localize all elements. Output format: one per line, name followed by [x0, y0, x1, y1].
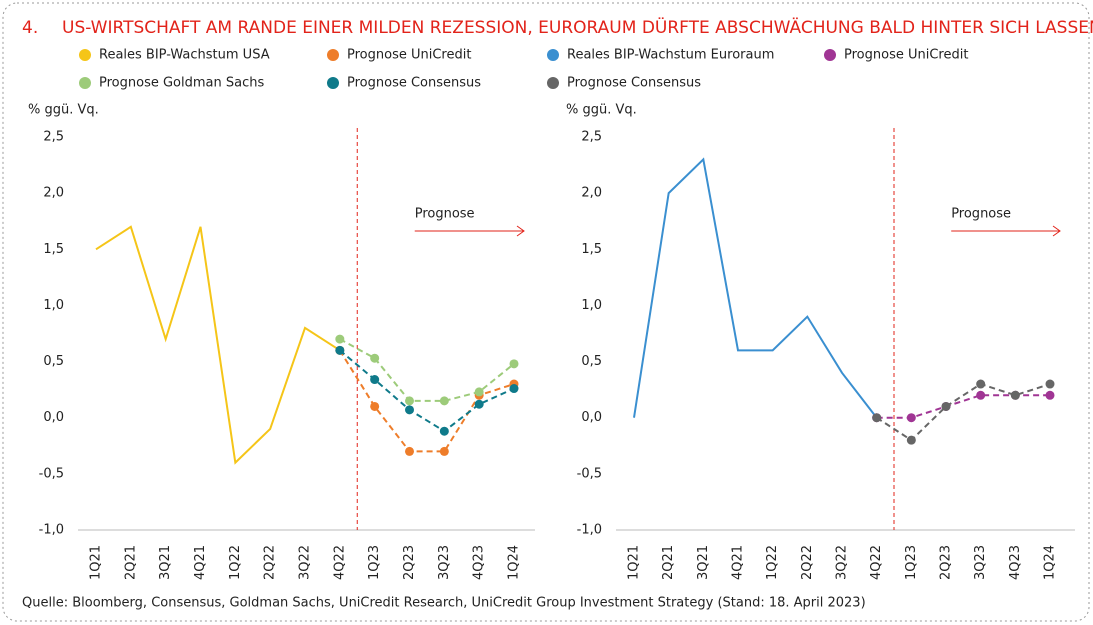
x-tick-label: 2Q22: [800, 545, 815, 580]
series-line: [633, 157, 878, 419]
legend-label: Prognose UniCredit: [347, 48, 471, 63]
legend-label: Reales BIP-Wachstum USA: [99, 48, 270, 63]
y-tick-label: 2,0: [581, 186, 602, 201]
x-tick-label: 3Q21: [158, 545, 173, 580]
legend-marker: [547, 49, 559, 61]
y-tick-label: 1,5: [581, 242, 602, 257]
y-tick-label: -0,5: [39, 466, 64, 481]
x-tick-label: 3Q23: [973, 545, 988, 580]
data-point: [509, 384, 519, 394]
series-line: [95, 225, 341, 465]
data-point: [1045, 390, 1055, 400]
x-tick-label: 4Q22: [869, 545, 884, 580]
data-point: [370, 353, 380, 363]
y-tick-label: 0,0: [43, 410, 64, 425]
x-tick-label: 2Q23: [402, 545, 417, 580]
series-line: [339, 349, 515, 433]
data-point: [439, 446, 449, 456]
x-tick-label: 2Q22: [263, 545, 278, 580]
x-tick-label: 2Q21: [661, 545, 676, 580]
data-point: [1045, 379, 1055, 389]
legend-marker: [824, 49, 836, 61]
data-point: [906, 413, 916, 423]
data-point: [335, 345, 345, 355]
annotation: Prognose: [415, 207, 475, 222]
legend-label: Reales BIP-Wachstum Euroraum: [567, 48, 774, 63]
legend-marker: [547, 77, 559, 89]
source: Quelle: Bloomberg, Consensus, Goldman Sa…: [22, 596, 866, 611]
x-tick-label: 1Q23: [367, 545, 382, 580]
x-tick-label: 4Q21: [193, 545, 208, 580]
data-point: [439, 396, 449, 406]
legend-label: Prognose Goldman Sachs: [99, 76, 264, 91]
x-tick-label: 1Q21: [627, 545, 642, 580]
x-tick-label: 4Q21: [731, 545, 746, 580]
series-line: [876, 394, 1050, 419]
x-tick-label: 2Q23: [939, 545, 954, 580]
y-tick-label: -1,0: [39, 523, 64, 538]
x-tick-label: 1Q22: [228, 545, 243, 580]
data-point: [335, 334, 345, 344]
y-tick-label: -0,5: [577, 466, 602, 481]
data-point: [872, 413, 882, 423]
y-tick-label: 2,5: [581, 130, 602, 145]
legend-label: Prognose UniCredit: [844, 48, 968, 63]
data-point: [976, 390, 986, 400]
series-line: [876, 382, 1051, 442]
x-tick-label: 3Q22: [298, 545, 313, 580]
data-point: [941, 401, 951, 411]
data-point: [474, 399, 484, 409]
x-tick-label: 4Q23: [1008, 545, 1023, 580]
legend-marker: [79, 49, 91, 61]
x-tick-label: 3Q22: [835, 545, 850, 580]
legend-label: Prognose Consensus: [347, 76, 481, 91]
annotation-arrowhead: [516, 225, 525, 237]
y-tick-label: 1,0: [43, 298, 64, 313]
x-tick-label: 1Q24: [507, 545, 522, 580]
y-tick-label: 2,5: [43, 130, 64, 145]
legend-marker: [79, 77, 91, 89]
y-tick-label: 0,5: [43, 354, 64, 369]
data-point: [405, 446, 414, 456]
data-point: [509, 359, 519, 369]
title-number: 4.: [22, 18, 38, 38]
series-line: [339, 338, 515, 402]
y-tick-label: 1,0: [581, 298, 602, 313]
y-tick-label: 0,5: [581, 354, 602, 369]
legend-marker: [327, 49, 339, 61]
data-point: [976, 379, 986, 389]
x-tick-label: 1Q23: [904, 545, 919, 580]
data-point: [370, 401, 380, 411]
y-tick-label: 2,0: [43, 186, 64, 201]
x-tick-label: 1Q22: [765, 545, 780, 580]
y-axis-label: % ggü. Vq.: [566, 103, 637, 118]
x-tick-label: 3Q21: [696, 545, 711, 580]
legend-label: Prognose Consensus: [567, 76, 701, 91]
data-point: [474, 387, 484, 397]
data-point: [1010, 390, 1020, 400]
data-point: [439, 426, 449, 436]
y-axis-label: % ggü. Vq.: [28, 103, 99, 118]
x-tick-label: 1Q21: [89, 545, 104, 580]
data-point: [405, 396, 414, 406]
x-tick-label: 4Q22: [332, 545, 347, 580]
x-tick-label: 3Q23: [437, 545, 452, 580]
x-tick-label: 1Q24: [1043, 545, 1058, 580]
data-point: [906, 435, 916, 445]
chart-title: US-WIRTSCHAFT AM RANDE EINER MILDEN REZE…: [62, 16, 1093, 38]
series-line: [338, 349, 515, 453]
x-tick-label: 2Q21: [123, 545, 138, 580]
data-point: [370, 375, 380, 385]
x-tick-label: 4Q23: [472, 545, 487, 580]
legend-marker: [327, 77, 339, 89]
data-point: [405, 405, 414, 415]
annotation-arrowhead: [1052, 225, 1061, 237]
annotation: Prognose: [951, 207, 1011, 222]
y-tick-label: 1,5: [43, 242, 64, 257]
y-tick-label: -1,0: [577, 523, 602, 538]
y-tick-label: 0,0: [581, 410, 602, 425]
